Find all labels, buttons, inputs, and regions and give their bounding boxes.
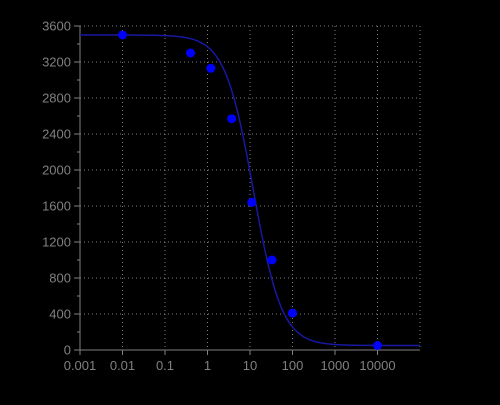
y-tick-label: 3600: [42, 19, 71, 34]
data-point: [247, 197, 257, 207]
x-tick-label: 0.1: [156, 358, 174, 373]
y-tick-label: 2000: [42, 163, 71, 178]
x-tick-label: 10: [243, 358, 257, 373]
y-tick-label: 400: [49, 307, 71, 322]
x-tick-label: 1000: [321, 358, 350, 373]
y-tick-label: 1200: [42, 235, 71, 250]
fit-curve: [80, 34, 420, 347]
x-tick-label: 100: [282, 358, 304, 373]
tick-labels: 0.001 0.01 0.1 1 10 100 1000 10000 0 400 800 1200 16…: [42, 19, 396, 374]
data-points: [118, 30, 382, 350]
data-point: [186, 48, 196, 58]
data-point: [373, 341, 382, 350]
axes: [74, 25, 420, 355]
x-tick-label: 10000: [359, 358, 395, 373]
x-tick-label: 0.001: [64, 358, 97, 373]
fit-curve-layer: [80, 34, 420, 347]
data-point: [288, 308, 297, 318]
y-tick-label: 2400: [42, 127, 71, 142]
data-point: [227, 114, 237, 124]
y-tick-label: 1600: [42, 199, 71, 214]
data-point: [206, 63, 216, 73]
data-point: [118, 30, 127, 40]
y-tick-label: 2800: [42, 91, 71, 106]
x-tick-label: 0.01: [110, 358, 135, 373]
y-tick-label: 3200: [42, 55, 71, 70]
y-tick-label: 0: [64, 343, 71, 358]
data-point: [267, 255, 277, 265]
grid: [79, 25, 421, 350]
x-tick-label: 1: [204, 358, 211, 373]
y-tick-label: 800: [49, 271, 71, 286]
